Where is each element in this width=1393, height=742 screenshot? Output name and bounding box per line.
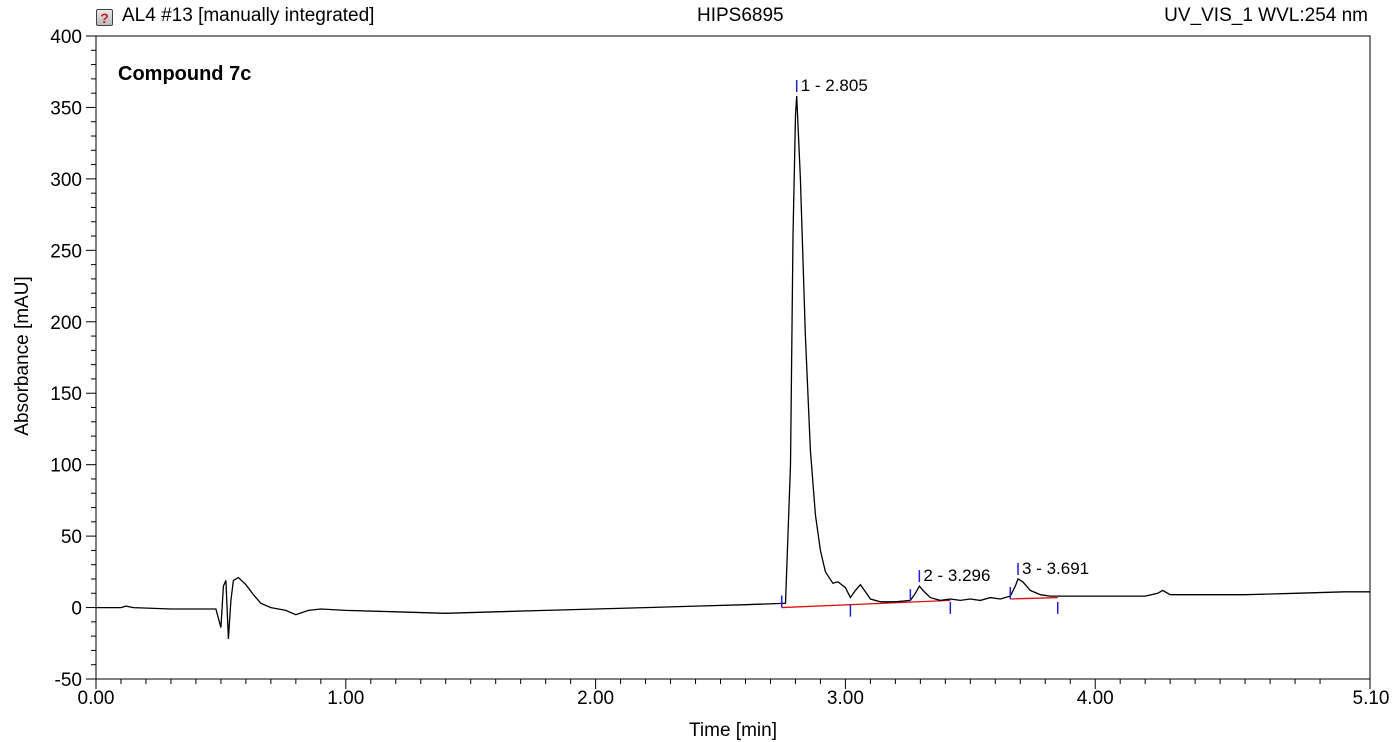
y-tick-label: 0 [71, 599, 82, 620]
axis-tick-labels: -50 0 50 100 150 200 250 300 350 400 0.00 1.00 2.00 3… [50, 27, 1389, 709]
x-tick-label: 2.00 [577, 688, 614, 709]
y-tick-label: 50 [61, 527, 82, 548]
peak-label: 1 - 2.805 [801, 76, 868, 95]
question-mark-icon[interactable]: ? [96, 9, 113, 26]
x-tick-label: 5.10 [1353, 688, 1390, 709]
channel-label: UV_VIS_1 WVL:254 nm [1164, 5, 1368, 26]
chart-title: Compound 7c [118, 63, 251, 85]
y-tick-label: 300 [50, 170, 82, 191]
peak-delimiters [780, 80, 1059, 617]
y-tick-label: 250 [50, 241, 82, 262]
sample-title: AL4 #13 [manually integrated] [122, 5, 375, 26]
peak-labels: 1 - 2.805 2 - 3.296 3 - 3.691 [801, 76, 1089, 585]
peak-label: 2 - 3.296 [923, 566, 990, 585]
y-tick-label: 350 [50, 98, 82, 119]
x-tick-label: 1.00 [327, 688, 364, 709]
baseline-segment [781, 599, 951, 609]
plot-frame [95, 35, 1371, 680]
x-tick-label: 4.00 [1077, 688, 1114, 709]
y-tick-label: 200 [50, 313, 82, 334]
sample-name: HIPS6895 [697, 5, 784, 26]
y-tick-label: 100 [50, 456, 82, 477]
x-tick-label: 0.00 [78, 688, 115, 709]
x-axis-label: Time [min] [689, 720, 777, 741]
baseline-segment [1010, 596, 1058, 600]
axis-ticks [86, 35, 1371, 689]
y-axis-label: Absorbance [mAU] [12, 276, 33, 435]
y-tick-label: 150 [50, 384, 82, 405]
y-tick-label: 400 [50, 27, 82, 48]
chromatogram-trace [96, 95, 1370, 640]
integration-baselines [781, 596, 1058, 609]
peak-label: 3 - 3.691 [1022, 559, 1089, 578]
y-tick-label: -50 [55, 670, 82, 691]
x-tick-label: 3.00 [827, 688, 864, 709]
